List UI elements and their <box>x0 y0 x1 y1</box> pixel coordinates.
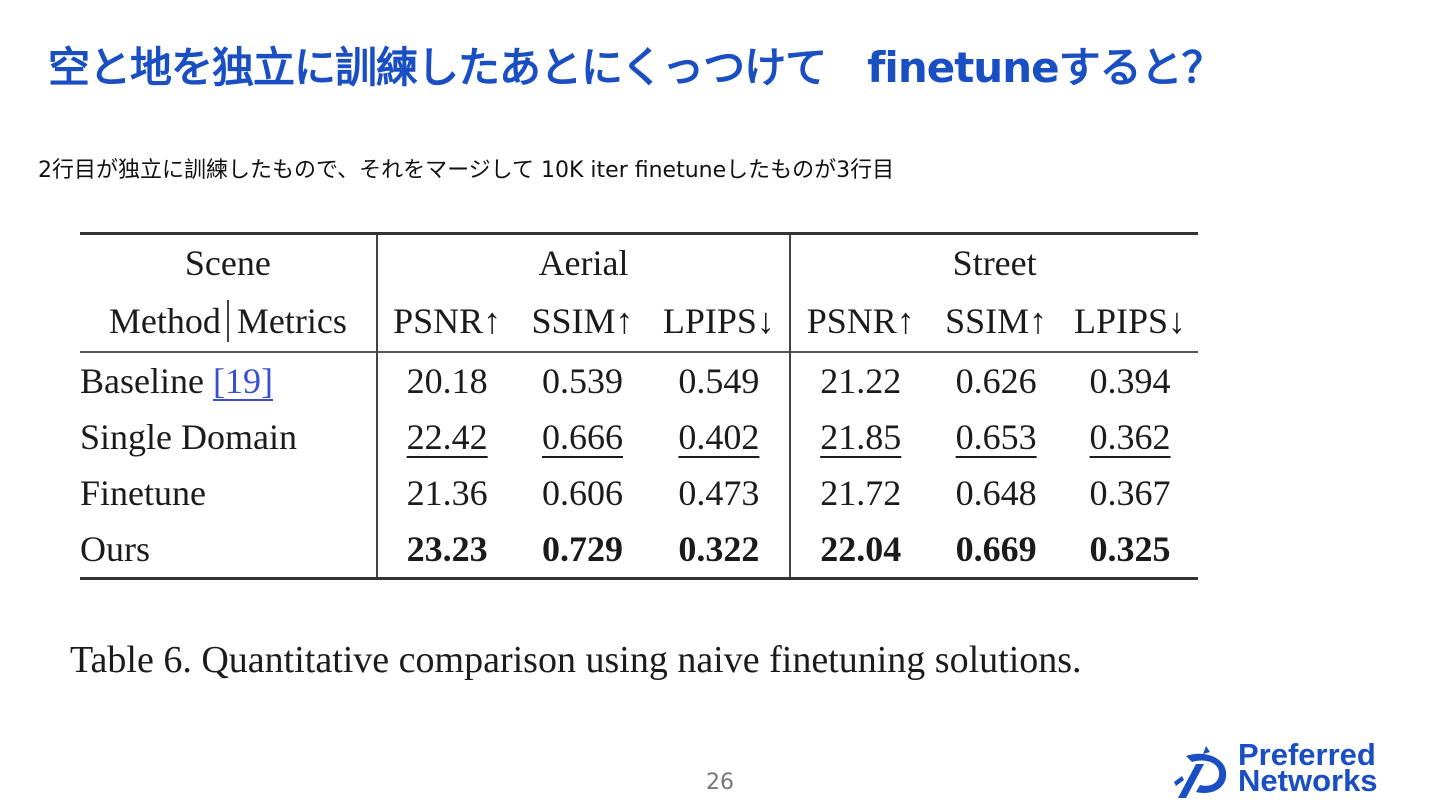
method-name: Finetune <box>80 473 206 513</box>
method-metrics-header: Method Metrics <box>80 291 377 352</box>
table-row: Baseline [19] 20.18 0.539 0.549 21.22 0.… <box>80 353 1198 409</box>
table-cell: 0.473 <box>678 473 760 513</box>
table-row: Ours 23.23 0.729 0.322 22.04 0.669 0.325 <box>80 521 1198 579</box>
table-cell: 0.729 <box>542 529 624 569</box>
method-name: Baseline [19] <box>80 361 273 401</box>
metric-header: LPIPS↓ <box>1074 301 1187 341</box>
logo-line-1: Preferred <box>1238 737 1376 772</box>
metrics-header: Metrics <box>226 300 347 342</box>
table-cell: 0.648 <box>955 473 1037 513</box>
scene-header: Scene <box>184 243 271 283</box>
table-cell: 0.626 <box>955 361 1037 401</box>
table-cell: 21.22 <box>789 353 931 409</box>
table-cell: 22.04 <box>789 521 931 579</box>
pfn-logo-mark-icon <box>1174 746 1227 798</box>
results-table-image: Scene Aerial Street Method Metrics PSNR↑ … <box>80 232 1198 581</box>
table-cell: 20.18 <box>375 353 517 409</box>
method-name: Single Domain <box>80 417 297 457</box>
table-cell: 0.606 <box>542 473 624 513</box>
table-cell: 0.653 <box>955 417 1037 457</box>
table-bottom-rule <box>80 577 1198 581</box>
group-header-aerial: Aerial <box>375 235 791 291</box>
table-cell: 0.394 <box>1089 361 1171 401</box>
table-cell: 21.36 <box>375 465 517 521</box>
slide-title: 空と地を独立に訓練したあとにくっつけて finetuneすると？ <box>48 43 1224 92</box>
metric-header: PSNR↑ <box>789 291 931 352</box>
logo-line-2: Networks <box>1238 763 1378 798</box>
company-logo: Preferred Networks <box>1172 737 1422 800</box>
table-cell: 23.23 <box>375 521 517 579</box>
table-metrics-row: Method Metrics PSNR↑ SSIM↑ LPIPS↓ PSNR↑ S… <box>80 291 1198 352</box>
slide-subtitle: 2行目が独立に訓練したもので、それをマージして 10K iter finetun… <box>38 158 895 183</box>
table-cell: 0.322 <box>678 529 760 569</box>
metric-header: LPIPS↓ <box>662 301 775 341</box>
table-cell: 0.669 <box>955 529 1037 569</box>
table-row: Finetune 21.36 0.606 0.473 21.72 0.648 0… <box>80 465 1198 521</box>
table-cell: 0.539 <box>542 361 624 401</box>
page-number: 26 <box>706 770 734 795</box>
table-cell: 0.402 <box>678 417 760 457</box>
citation-link[interactable]: [19] <box>212 361 273 401</box>
table-cell: 0.666 <box>542 417 624 457</box>
table-cell: 22.42 <box>406 417 488 457</box>
table-cell: 0.367 <box>1089 473 1171 513</box>
table-cell: 21.72 <box>789 465 931 521</box>
metric-header: SSIM↑ <box>531 301 634 341</box>
table-cell: 21.85 <box>820 417 902 457</box>
table-cell: 0.549 <box>678 361 760 401</box>
table-row: Single Domain 22.42 0.666 0.402 21.85 0.… <box>80 409 1198 465</box>
metric-header: PSNR↑ <box>375 291 517 352</box>
table-cell: 0.362 <box>1089 417 1171 457</box>
table-header-row: Scene Aerial Street <box>80 235 1198 291</box>
method-header: Method <box>108 301 221 341</box>
results-table: Scene Aerial Street Method Metrics PSNR↑ … <box>80 232 1198 581</box>
table-caption: Table 6. Quantitative comparison using n… <box>70 639 1082 681</box>
table-top-rule <box>80 232 1198 236</box>
metric-header: SSIM↑ <box>945 301 1048 341</box>
logo-wordmark: Preferred Networks <box>1238 737 1378 798</box>
group-header-street: Street <box>789 235 1198 291</box>
method-name: Ours <box>80 529 150 569</box>
table-cell: 0.325 <box>1089 529 1171 569</box>
